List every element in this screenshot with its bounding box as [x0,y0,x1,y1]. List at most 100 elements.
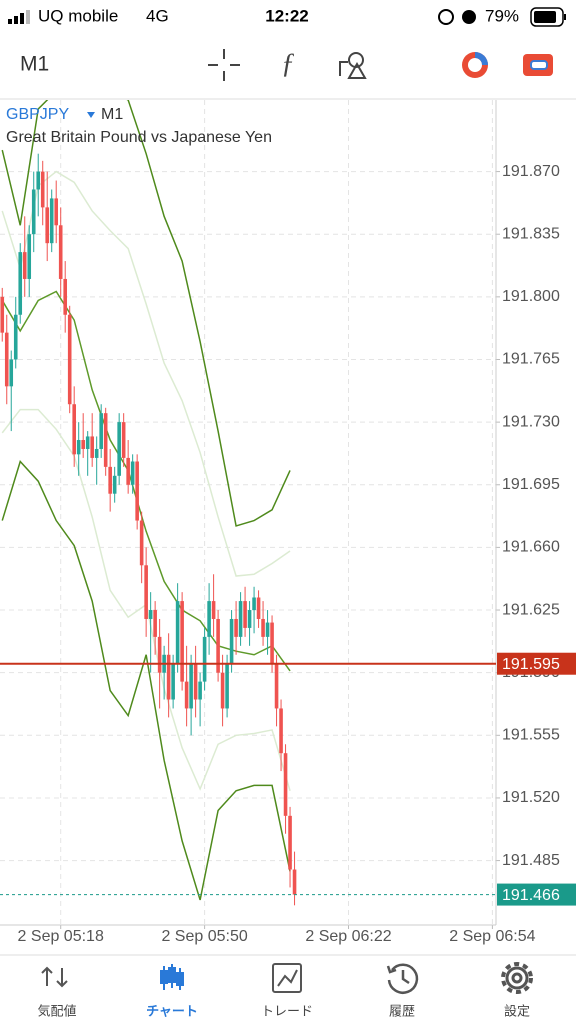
candle-body [180,601,184,682]
candle-body [211,601,216,619]
candle-body [49,198,54,244]
candle-body [54,198,59,226]
trade-button[interactable] [523,54,553,76]
candle-body [279,708,283,754]
candle-body [256,597,261,619]
candle-body [166,654,171,700]
y-tick-label: 191.835 [502,225,560,242]
candle-body [198,681,202,700]
y-tick-label: 191.695 [502,476,560,493]
candle-body [18,252,23,315]
candle-body [261,618,265,637]
x-tick-label: 2 Sep 06:22 [305,928,391,945]
candle-body [153,610,157,637]
candle-body [175,601,180,664]
price-label-box [497,883,576,906]
toolbar: M1 ƒ [20,48,553,81]
tab-label[interactable]: 設定 [504,1003,530,1018]
y-tick-label: 191.625 [502,601,560,618]
candle-body [234,618,238,637]
candle-body [67,314,72,405]
candle-body [72,404,76,455]
candle-body [45,207,50,244]
symbol[interactable]: GBPJPY [6,106,69,123]
candle-body [90,436,94,458]
candle-body [216,618,220,673]
tab-label[interactable]: 履歴 [389,1003,415,1018]
status-bar: UQ mobile 4G 12:22 79% [8,6,566,27]
x-tick-label: 2 Sep 05:50 [161,928,247,945]
candle-body [274,663,279,709]
carrier: UQ mobile [38,6,118,25]
candle-body [270,622,274,664]
candle-body [220,672,225,709]
candle-body [99,413,103,449]
chart: 191.870 191.835 191.800 191.765 191.730 191.6… [0,100,576,945]
chart-subtitle: Great Britain Pound vs Japanese Yen [6,129,272,146]
x-tick-label: 2 Sep 05:18 [18,928,104,945]
candle-body [4,332,9,387]
candle-body [288,815,292,870]
candle-body [202,636,207,682]
battery-level: 79% [485,6,519,25]
price-label: 191.466 [502,887,560,904]
candle-body [144,565,148,619]
candle-body [103,413,108,467]
candle-body [85,436,90,449]
candle-body [148,610,153,619]
candle-body [40,171,45,208]
y-tick-label: 191.660 [502,539,560,556]
candle-body [292,869,297,895]
y-tick-label: 191.485 [502,852,560,869]
y-tick-label: 191.765 [502,351,560,368]
timeframe-button[interactable]: M1 [20,53,49,76]
symbol-dropdown[interactable] [87,112,95,118]
candle-body [58,225,63,279]
candle-body [27,234,32,279]
candle-body [171,663,175,700]
candle-body [108,466,112,494]
candle-body [112,475,117,494]
y-tick-label: 191.870 [502,163,560,180]
candle-body [13,314,18,360]
plot-area [0,100,496,925]
candle-body [238,601,243,637]
candle-body [36,171,41,190]
candle-body [283,753,288,816]
candle-body [94,448,99,458]
band-line [1,290,291,672]
price-label-box [497,652,576,675]
candle-body [193,663,198,700]
tab-label[interactable]: トレード [261,1003,313,1018]
candle-body [265,622,270,637]
price-label: 191.595 [502,656,560,673]
candle-body [22,252,27,279]
candle-body [189,663,193,709]
candle-body [81,440,85,449]
chart-timeframe: M1 [101,106,123,123]
candle-body [0,296,5,333]
candle-body [157,636,162,673]
crosshair-button[interactable] [208,49,240,81]
objects-button[interactable] [339,52,367,79]
candle-body [184,681,189,709]
candle-body [135,461,139,521]
y-tick-label: 191.730 [502,413,560,430]
tab-label[interactable]: チャート [146,1003,198,1018]
tab-label[interactable]: 気配値 [37,1003,76,1018]
candle-body [247,610,252,628]
y-tick-label: 191.800 [502,288,560,305]
indicators-button[interactable]: ƒ [281,48,295,79]
network: 4G [146,6,169,25]
band-line [1,100,291,527]
candle-body [229,618,234,664]
candle-body [130,461,135,485]
clock: 12:22 [265,6,308,25]
y-tick-label: 191.520 [502,789,560,806]
candle-body [63,278,68,315]
x-tick-label: 2 Sep 06:54 [449,928,535,945]
candle-body [9,359,14,387]
account-button[interactable] [462,52,488,78]
